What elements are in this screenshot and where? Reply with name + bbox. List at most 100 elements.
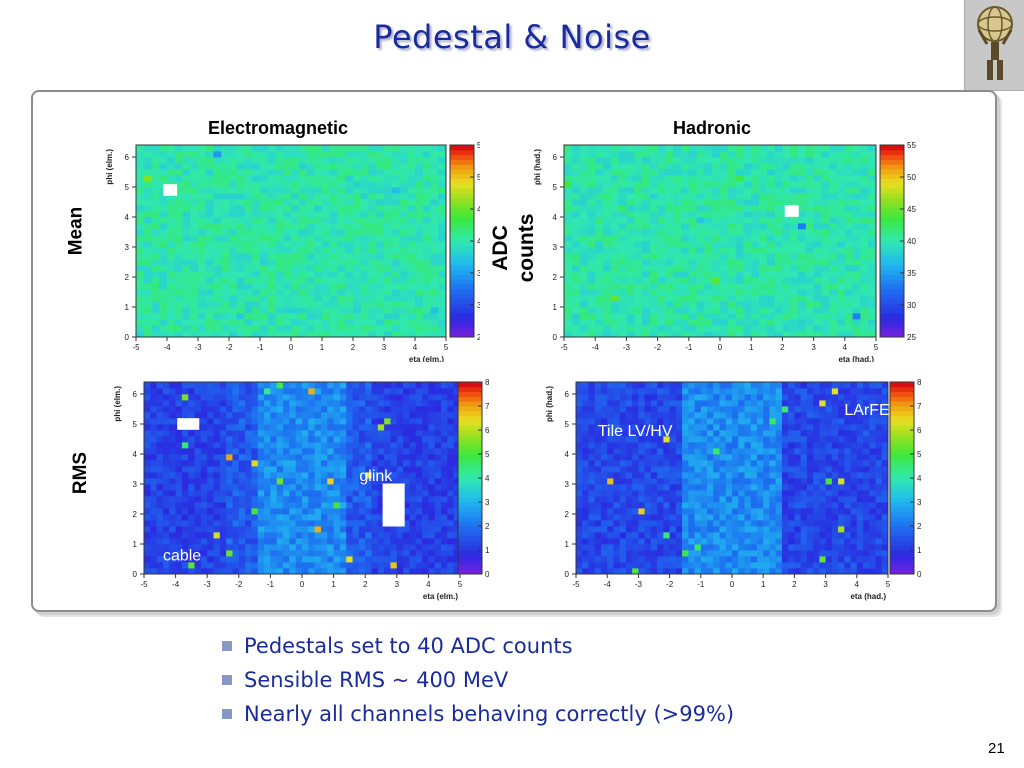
heatmap-cell	[207, 388, 214, 395]
heatmap-cell	[720, 199, 729, 206]
heatmap-cell	[174, 175, 183, 182]
heatmap-cell	[264, 532, 271, 539]
heatmap-cell	[618, 277, 627, 284]
heatmap-cell	[391, 259, 400, 266]
colorbar-segment	[450, 274, 474, 280]
heatmap-cell	[136, 313, 145, 320]
heatmap-cell	[384, 400, 391, 407]
heatmap-cell	[821, 169, 830, 176]
heatmap-cell	[675, 556, 683, 563]
heatmap-cell	[295, 424, 303, 431]
heatmap-cell	[384, 187, 393, 194]
heatmap-cell	[156, 478, 164, 485]
heatmap-cell	[377, 550, 385, 557]
heatmap-cell	[657, 436, 664, 443]
heatmap-cell	[182, 259, 191, 266]
heatmap-cell	[270, 532, 278, 539]
heatmap-cell	[735, 271, 744, 278]
colorbar-segment	[880, 284, 904, 290]
heatmap-cell	[232, 526, 240, 533]
heatmap-cell	[283, 382, 290, 389]
heatmap-cell	[407, 181, 416, 188]
heatmap-cell	[337, 253, 346, 260]
x-axis-label: eta (had.)	[838, 355, 874, 362]
heatmap-cell	[384, 295, 393, 302]
heatmap-cell	[821, 235, 830, 242]
heatmap-cell	[434, 514, 442, 521]
heatmap-cell	[409, 400, 417, 407]
heatmap-cell	[447, 478, 455, 485]
heatmap-cell	[649, 265, 658, 272]
heatmap-cell	[657, 472, 664, 479]
heatmap-cell	[352, 556, 360, 563]
heatmap-cell	[376, 325, 385, 332]
heatmap-cell	[657, 556, 664, 563]
heatmap-cell	[422, 460, 429, 467]
heatmap-cell	[576, 520, 583, 527]
colorbar-segment	[458, 425, 482, 431]
colorbar-tick-label: 45	[477, 205, 480, 214]
heatmap-cell	[837, 331, 846, 338]
heatmap-cell	[588, 424, 596, 431]
heatmap-cell	[244, 151, 253, 158]
heatmap-cell	[236, 163, 245, 170]
heatmap-cell	[642, 259, 651, 266]
heatmap-cell	[150, 460, 158, 467]
heatmap-cell	[782, 331, 791, 338]
heatmap-cell	[219, 514, 227, 521]
heatmap-cell	[327, 538, 334, 545]
heatmap-cell	[618, 319, 627, 326]
heatmap-cell	[162, 568, 170, 575]
colorbar-tick-label: 2	[485, 522, 490, 531]
heatmap-cell	[345, 283, 354, 290]
heatmap-cell	[200, 544, 208, 551]
heatmap-cell	[600, 532, 608, 539]
heatmap-cell	[353, 223, 362, 230]
heatmap-cell	[264, 460, 271, 467]
heatmap-cell	[610, 265, 619, 272]
heatmap-cell	[798, 175, 807, 182]
heatmap-cell	[314, 472, 322, 479]
heatmap-cell	[229, 253, 238, 260]
heatmap-cell	[390, 538, 398, 545]
heatmap-cell	[441, 544, 448, 551]
heatmap-cell	[276, 508, 284, 515]
heatmap-cell	[194, 532, 202, 539]
heatmap-cell	[632, 544, 639, 551]
heatmap-cell	[159, 307, 168, 314]
heatmap-cell	[308, 484, 316, 491]
heatmap-cell	[260, 211, 269, 218]
heatmap-cell	[638, 406, 646, 413]
heatmap-cell	[403, 520, 410, 527]
heatmap-cell	[613, 466, 621, 473]
heatmap-cell	[175, 412, 183, 419]
heatmap-cell	[360, 307, 369, 314]
heatmap-cell	[188, 406, 195, 413]
heatmap-cell	[673, 241, 682, 248]
heatmap-cell	[625, 400, 633, 407]
heatmap-cell	[151, 199, 160, 206]
heatmap-cell	[257, 424, 265, 431]
colorbar-tick-label: 40	[477, 237, 480, 246]
heatmap-cell	[613, 382, 621, 389]
heatmap-cell	[798, 325, 807, 332]
heatmap-cell	[384, 271, 393, 278]
heatmap-cell	[360, 199, 369, 206]
heatmap-cell	[657, 532, 664, 539]
heatmap-cell	[430, 253, 439, 260]
heatmap-cell	[302, 538, 309, 545]
heatmap-cell	[582, 448, 589, 455]
heatmap-cell	[837, 241, 846, 248]
heatmap-cell	[365, 502, 372, 509]
heatmap-cell	[221, 151, 230, 158]
heatmap-cell	[314, 400, 322, 407]
heatmap-cell	[322, 223, 331, 230]
heatmap-cell	[270, 508, 278, 515]
heatmap-cell	[188, 430, 195, 437]
heatmap-cell	[352, 520, 360, 527]
heatmap-cell	[852, 331, 861, 338]
heatmap-cell	[181, 544, 189, 551]
heatmap-cell	[844, 175, 853, 182]
heatmap-cell	[198, 283, 207, 290]
heatmap-cell	[174, 319, 183, 326]
